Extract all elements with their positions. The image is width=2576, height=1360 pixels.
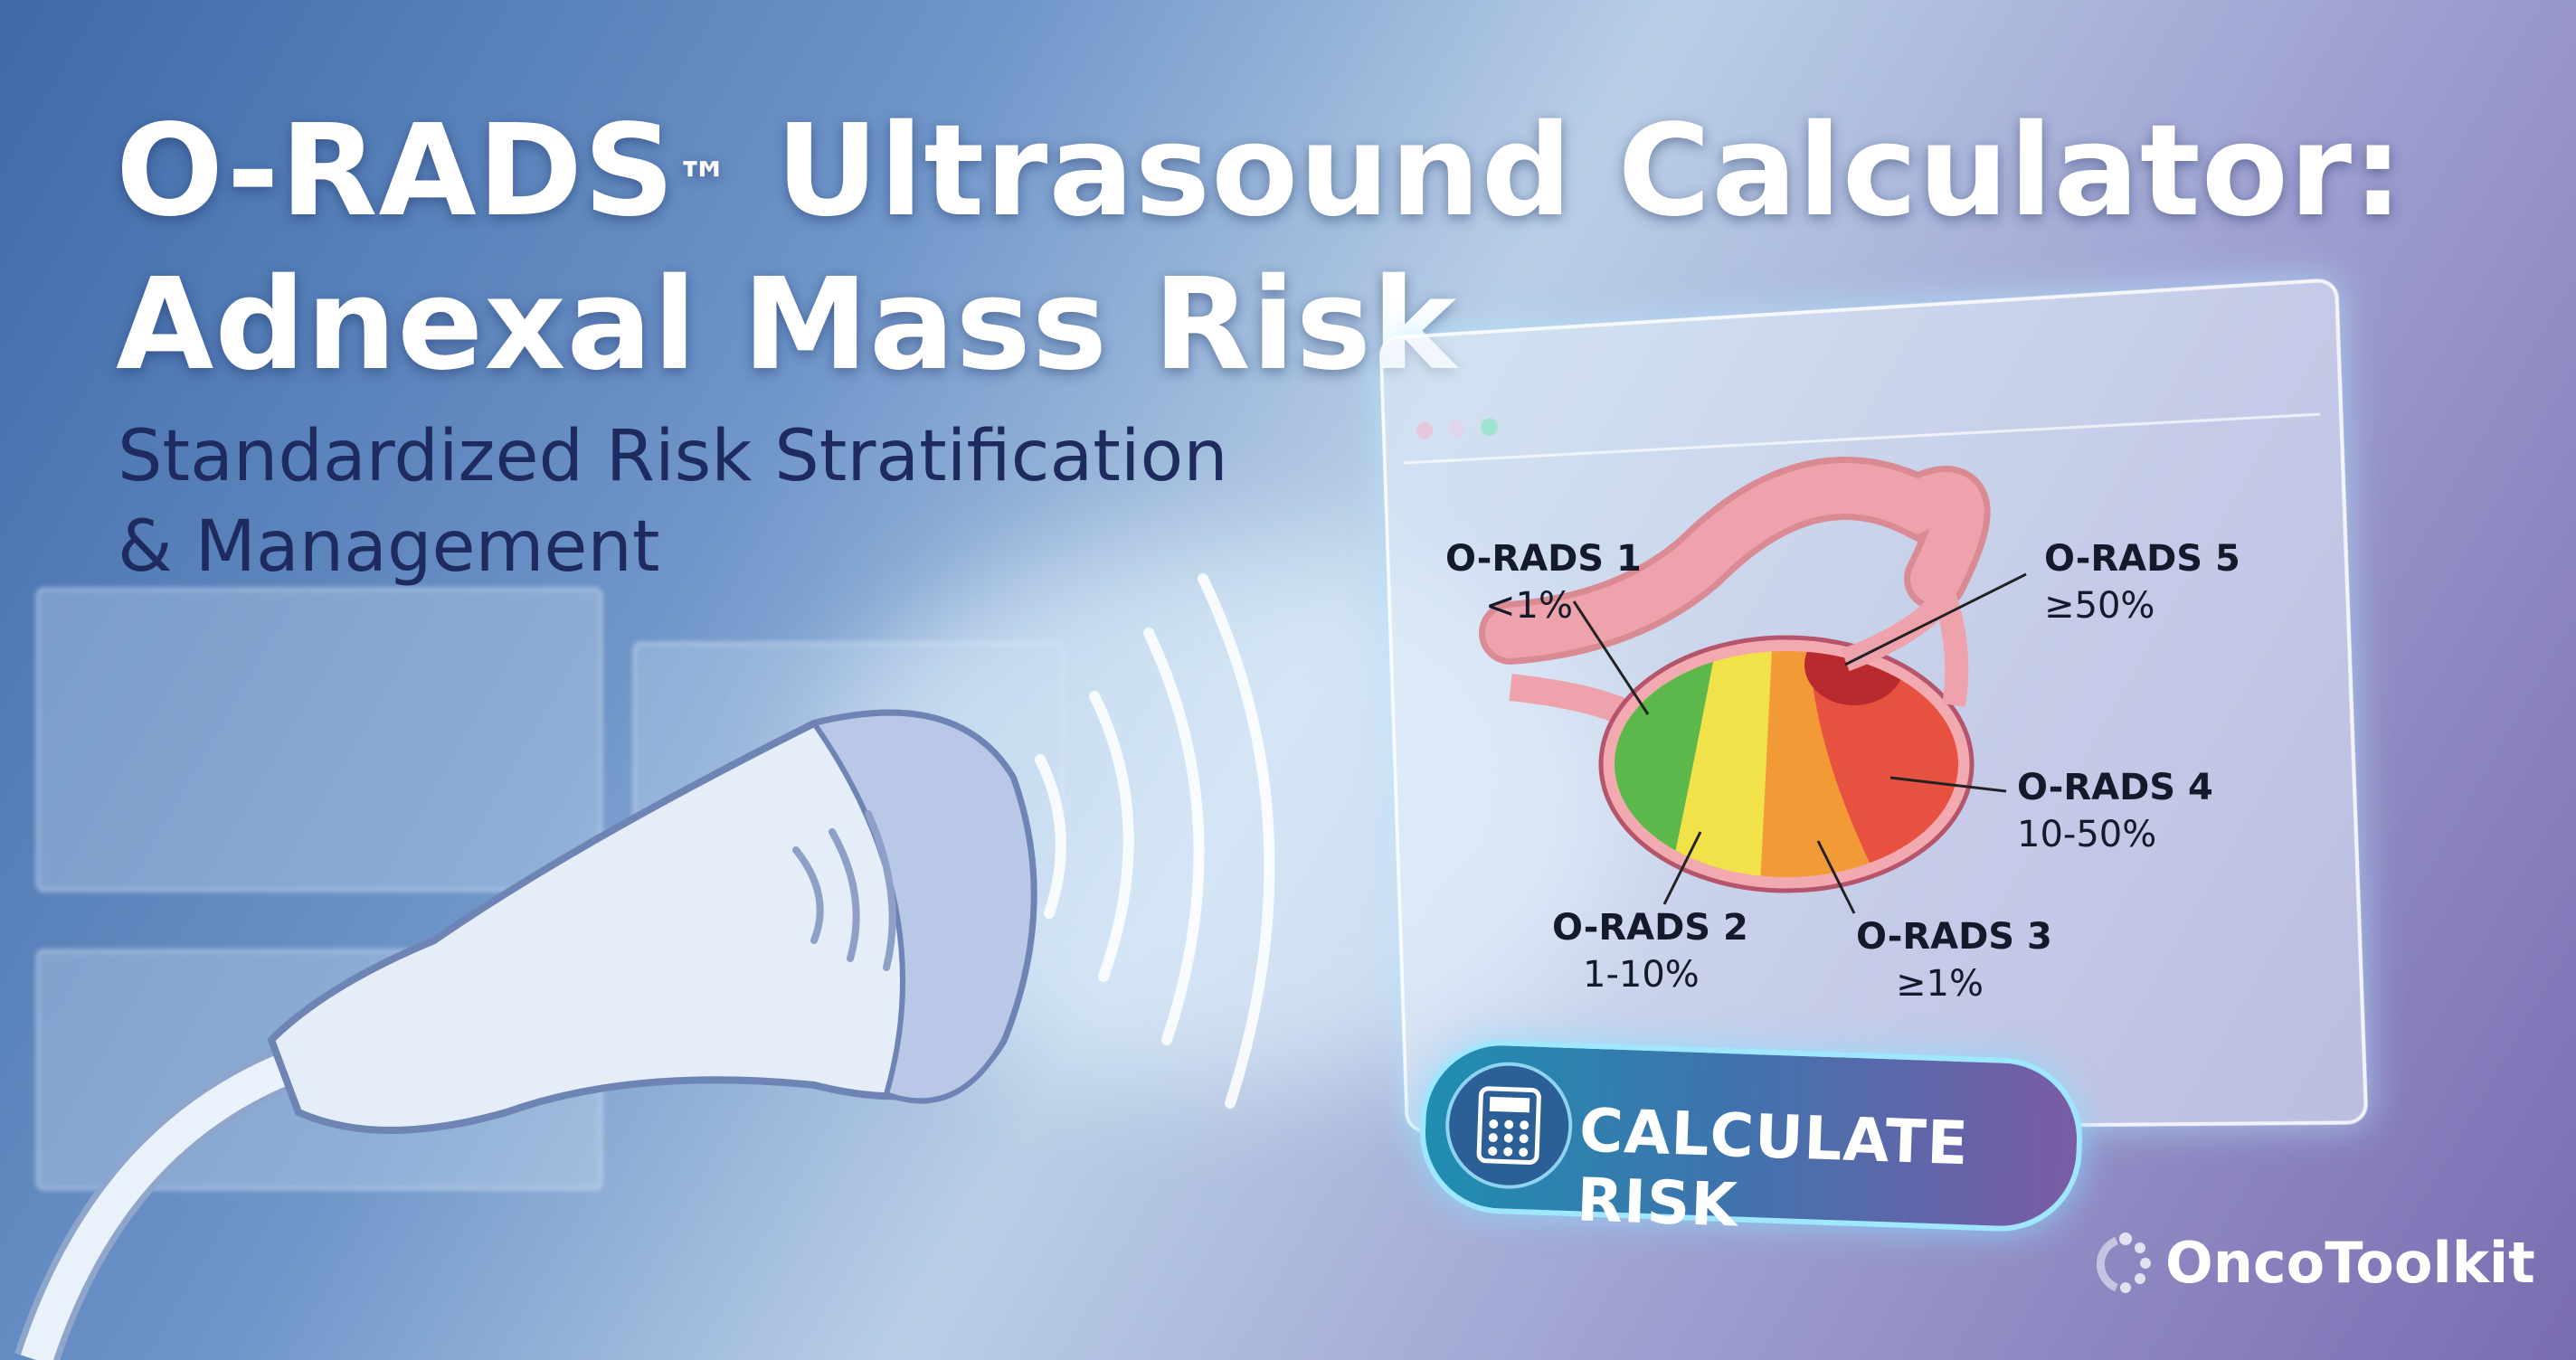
zone-o-rads-3 — [1759, 651, 1890, 877]
brand-logo: OncoToolkit — [2089, 1230, 2535, 1296]
sound-waves-icon — [1035, 573, 1275, 1109]
label-o-rads-1: O-RADS 1 <1% — [1445, 538, 1642, 627]
button-label: CALCULATE RISK — [1576, 1095, 1970, 1241]
calculate-risk-button[interactable]: CALCULATE RISK — [1416, 1037, 2086, 1241]
calculator-icon — [1443, 1060, 1575, 1192]
label-o-rads-2: O-RADS 2 1-10% — [1552, 907, 1748, 996]
logo-dots-icon — [2096, 1232, 2151, 1293]
background-ultrasound-screen — [36, 588, 602, 892]
subtitle: Standardized Risk Stratification & Manag… — [118, 416, 1228, 588]
label-o-rads-4: O-RADS 4 10-50% — [2017, 767, 2213, 855]
label-o-rads-5: O-RADS 5 ≥50% — [2044, 538, 2240, 627]
zone-o-rads-2 — [1664, 651, 1773, 877]
page-title: O-RADS™ Ultrasound Calculator: Adnexal M… — [116, 98, 2405, 399]
label-o-rads-3: O-RADS 3 ≥1% — [1856, 916, 2052, 1005]
